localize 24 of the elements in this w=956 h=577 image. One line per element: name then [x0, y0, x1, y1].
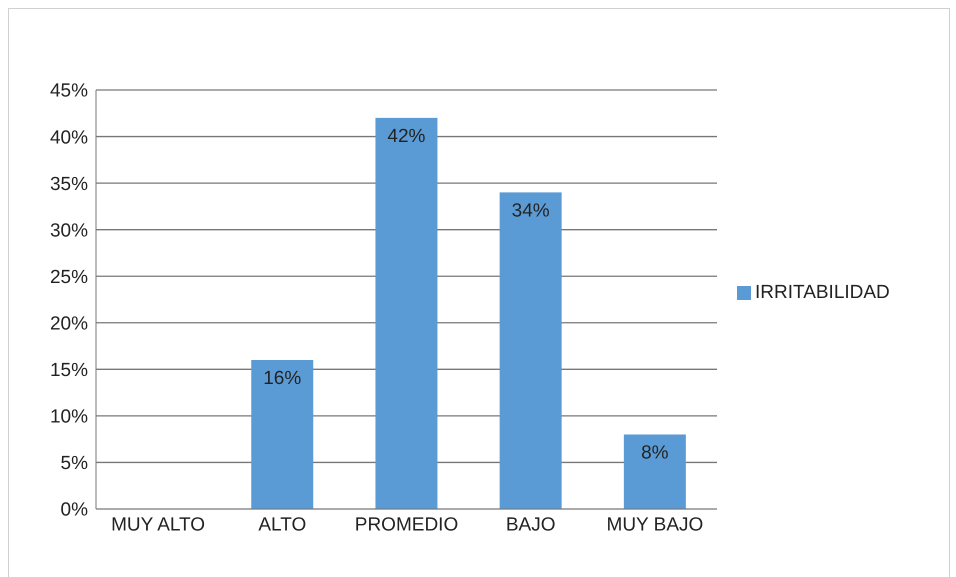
- y-tick-label: 0%: [60, 500, 88, 521]
- x-tick-label: MUY BAJO: [606, 514, 704, 536]
- data-label: 42%: [387, 126, 426, 147]
- bar: [500, 192, 562, 509]
- x-tick-label: BAJO: [506, 514, 556, 536]
- y-tick-label: 20%: [50, 314, 88, 335]
- y-tick-label: 15%: [50, 360, 88, 382]
- y-tick-label: 25%: [50, 266, 88, 288]
- y-tick-label: 10%: [50, 406, 88, 428]
- data-label: 8%: [641, 442, 669, 464]
- y-tick-label: 45%: [50, 80, 88, 102]
- data-label: 16%: [263, 368, 302, 390]
- bar: [375, 118, 438, 509]
- y-tick-label: 40%: [50, 127, 88, 148]
- bar: [624, 434, 686, 509]
- y-tick-label: 30%: [50, 220, 88, 242]
- x-tick-label: MUY ALTO: [111, 514, 206, 536]
- y-tick-label: 5%: [60, 453, 88, 474]
- x-tick-label: ALTO: [258, 514, 306, 536]
- legend-label: IRRITABILIDAD: [755, 282, 890, 302]
- y-tick-label: 35%: [50, 174, 88, 195]
- data-label: 34%: [512, 200, 550, 222]
- x-tick-label: PROMEDIO: [354, 514, 458, 536]
- bar: [251, 360, 314, 509]
